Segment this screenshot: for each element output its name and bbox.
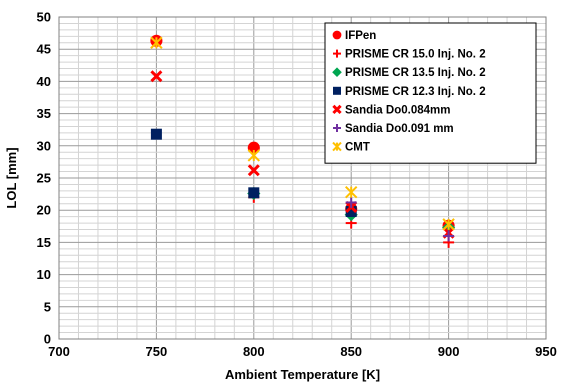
data-point-series-4 [345, 205, 357, 217]
data-point-series-7 [442, 218, 455, 231]
legend-label: IFPen [345, 30, 376, 42]
data-point-series-7 [247, 149, 261, 162]
x-tick-label: 900 [438, 344, 460, 359]
legend-label: PRISME CR 12.3 Inj. No. 2 [345, 86, 486, 98]
y-tick-label: 25 [37, 171, 51, 186]
y-tick-label: 50 [37, 10, 51, 25]
legend-marker [333, 124, 341, 132]
legend-label: PRISME CR 15.0 Inj. No. 2 [345, 49, 486, 61]
y-tick-label: 15 [37, 235, 51, 250]
x-tick-labels: 700 750 800 850 900 950 [48, 344, 557, 359]
data-point-series-4 [150, 128, 162, 140]
legend-marker [332, 30, 342, 40]
legend-marker [332, 104, 342, 115]
data-point-series-6 [443, 230, 455, 242]
x-tick-label: 850 [340, 344, 362, 359]
y-tick-label: 0 [44, 332, 51, 347]
legend-marker [333, 86, 341, 95]
plot-area [58, 16, 547, 340]
legend-marker [333, 49, 341, 58]
y-axis-title: LOL [mm] [4, 147, 19, 208]
data-points [150, 34, 456, 248]
legend-label: Sandia Do0.091 mm [345, 123, 454, 135]
legend: IFPen PRISME CR 15.0 Inj. No. 2 PRISME CR … [324, 22, 537, 164]
legend-marker [332, 141, 342, 152]
x-tick-label: 800 [243, 344, 265, 359]
legend-label: PRISME CR 13.5 Inj. No. 2 [345, 67, 486, 79]
data-point-series-5 [150, 70, 163, 83]
data-point-series-7 [344, 185, 358, 199]
data-point-series-6 [345, 196, 357, 208]
y-tick-label: 20 [37, 203, 51, 218]
y-tick-label: 35 [37, 106, 51, 121]
legend-label: Sandia Do0.084mm [345, 104, 450, 116]
grid [59, 17, 546, 339]
x-tick-label: 750 [146, 344, 168, 359]
y-tick-label: 10 [37, 267, 51, 282]
x-axis-title: Ambient Temperature [K] [225, 367, 380, 382]
x-tick-label: 950 [535, 344, 557, 359]
x-tick-label: 700 [48, 344, 70, 359]
data-point-series-7 [150, 36, 163, 49]
y-tick-label: 5 [44, 299, 51, 314]
data-point-series-5 [247, 164, 260, 177]
y-tick-labels: 0 5 10 15 20 25 30 35 40 45 50 [37, 10, 51, 347]
legend-marker [332, 67, 342, 77]
legend-label: CMT [345, 142, 370, 154]
data-point-series-1 [247, 141, 260, 154]
legend-box [324, 22, 537, 164]
y-tick-label: 30 [37, 138, 51, 153]
y-tick-label: 45 [37, 42, 51, 57]
y-tick-label: 40 [37, 74, 51, 89]
data-point-series-4 [248, 187, 260, 199]
